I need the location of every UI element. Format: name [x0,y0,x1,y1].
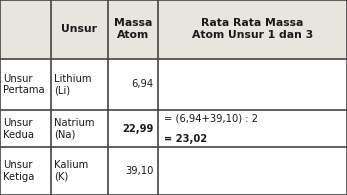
Text: = (6,94+39,10) : 2: = (6,94+39,10) : 2 [164,113,258,123]
Text: Lithium
(Li): Lithium (Li) [54,74,92,95]
Text: = 23,02: = 23,02 [164,134,207,144]
Text: Rata Rata Massa
Atom Unsur 1 dan 3: Rata Rata Massa Atom Unsur 1 dan 3 [192,19,313,40]
Text: Kalium
(K): Kalium (K) [54,160,88,182]
Bar [0,0,347,58]
Bar [0,147,347,195]
Text: Unsur
Kedua: Unsur Kedua [3,118,34,139]
Text: Unsur
Ketiga: Unsur Ketiga [3,160,35,182]
Text: Massa
Atom: Massa Atom [113,19,152,40]
Text: Unsur: Unsur [61,24,98,34]
Text: Natrium
(Na): Natrium (Na) [54,118,95,139]
Bar [0,110,347,147]
Bar [0,58,347,110]
Text: 22,99: 22,99 [122,124,154,134]
Text: Unsur
Pertama: Unsur Pertama [3,74,45,95]
Text: 6,94: 6,94 [132,79,154,89]
Text: 39,10: 39,10 [125,166,154,176]
